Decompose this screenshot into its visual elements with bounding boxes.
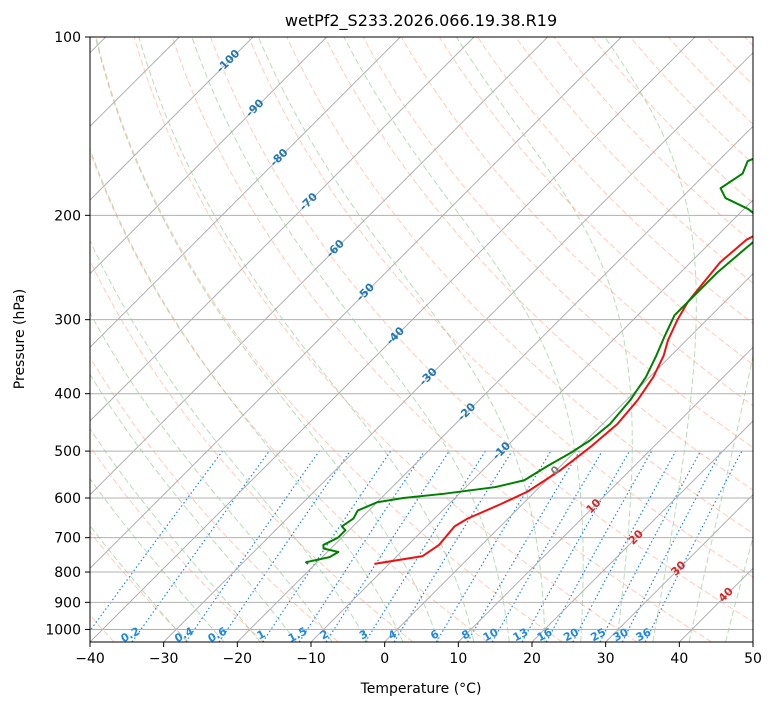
moist-adiabat: [688, 353, 753, 642]
mixing-ratio-line: [218, 450, 351, 642]
moist-adiabat: [94, 37, 439, 642]
dry-adiabat: [210, 37, 753, 623]
x-tick-label: −30: [149, 651, 179, 667]
plot-frame: [89, 36, 754, 643]
mixing-ratio-line: [521, 450, 631, 642]
mixing-ratio-line: [131, 450, 270, 642]
isotherm-line: [457, 346, 753, 642]
x-tick-label: 20: [523, 651, 541, 667]
moist-adiabat: [343, 37, 584, 642]
mixing-ratio-label: 36: [634, 625, 654, 644]
y-tick-label: 700: [54, 531, 81, 547]
dry-adiabat: [286, 37, 753, 534]
dry-adiabat: [133, 37, 638, 642]
y-tick-label: 600: [54, 491, 81, 507]
isotherm-line: [90, 37, 696, 642]
mixing-ratio-line: [491, 450, 603, 642]
dry-adiabat: [90, 356, 339, 642]
y-tick-label: 100: [54, 30, 81, 46]
y-tick-label: 500: [54, 444, 81, 460]
x-axis-title: Temperature (°C): [360, 681, 482, 697]
moist-adiabat: [90, 373, 297, 642]
mixing-ratio-label: 25: [588, 626, 608, 645]
plot-area: [90, 37, 753, 642]
moist-adiabat: [90, 239, 369, 642]
y-tick-label: 1000: [45, 622, 81, 638]
dry-adiabat: [515, 37, 753, 284]
y-tick-label: 400: [54, 387, 81, 403]
mixing-ratio-label: 16: [535, 625, 555, 644]
mixing-ratio-line: [364, 450, 486, 642]
isotherm-line: [752, 641, 753, 642]
isotherm-line: [90, 37, 328, 275]
dry-adiabat: [248, 37, 753, 578]
dry-adiabat: [591, 37, 753, 204]
y-tick-label: 900: [54, 595, 81, 611]
moist-adiabat: [90, 147, 404, 642]
isotherm-line: [90, 37, 254, 201]
dry-adiabat: [95, 37, 563, 642]
isotherm-line: [90, 37, 401, 349]
y-tick-label: 800: [54, 565, 81, 581]
mixing-ratio-line: [90, 450, 223, 632]
isotherm-line: [90, 37, 622, 570]
dry-adiabat: [400, 37, 753, 407]
dry-adiabat: [90, 531, 190, 642]
mixing-ratio-line: [325, 450, 450, 642]
x-tick-label: 0: [380, 651, 389, 667]
isotherm-line: [605, 493, 753, 642]
mixing-ratio-line: [435, 450, 552, 642]
x-tick-label: 50: [744, 651, 762, 667]
mixing-ratio-label: 10: [481, 625, 501, 644]
isotherm-line: [163, 51, 753, 642]
isotherm-line: [531, 420, 753, 642]
isotherm-line: [90, 37, 475, 422]
x-tick-label: 40: [670, 651, 688, 667]
y-tick-label: 200: [54, 208, 81, 224]
moist-adiabat: [90, 524, 188, 642]
moist-adiabat: [604, 37, 697, 642]
dry-adiabat: [629, 37, 753, 165]
dewpoint-profile-line: [305, 157, 753, 565]
dry-adiabat: [90, 150, 488, 642]
isotherm-line: [90, 37, 549, 496]
moist-adiabat: [90, 427, 261, 642]
mixing-ratio-label: 30: [611, 625, 631, 644]
isotherm-line: [236, 125, 753, 642]
moist-adiabat: [138, 37, 475, 642]
dry-adiabat: [477, 37, 753, 325]
x-tick-label: −40: [75, 651, 105, 667]
mixing-ratio-line: [466, 450, 580, 642]
x-tick-label: 10: [449, 651, 467, 667]
mixing-ratio-line: [393, 450, 513, 642]
dry-adiabat: [553, 37, 753, 244]
x-tick-label: −20: [223, 651, 253, 667]
y-tick-label: 300: [54, 313, 81, 329]
mixing-ratio-label: 20: [561, 625, 581, 644]
moist-adiabat: [90, 477, 225, 642]
dry-adiabat: [324, 37, 753, 491]
chart-title: wetPf2_S233.2026.066.19.38.R19: [285, 11, 557, 31]
dry-adiabat: [439, 37, 753, 366]
x-tick-label: 30: [597, 651, 615, 667]
isotherm-line: [310, 199, 753, 642]
isotherm-line: [384, 272, 753, 642]
y-axis-title: Pressure (hPa): [12, 289, 28, 389]
x-tick-label: −10: [296, 651, 326, 667]
mixing-ratio-label: 13: [511, 626, 531, 645]
mixing-ratio-line: [572, 450, 677, 642]
moist-adiabat: [257, 37, 546, 642]
mixing-ratio-line: [185, 450, 320, 642]
